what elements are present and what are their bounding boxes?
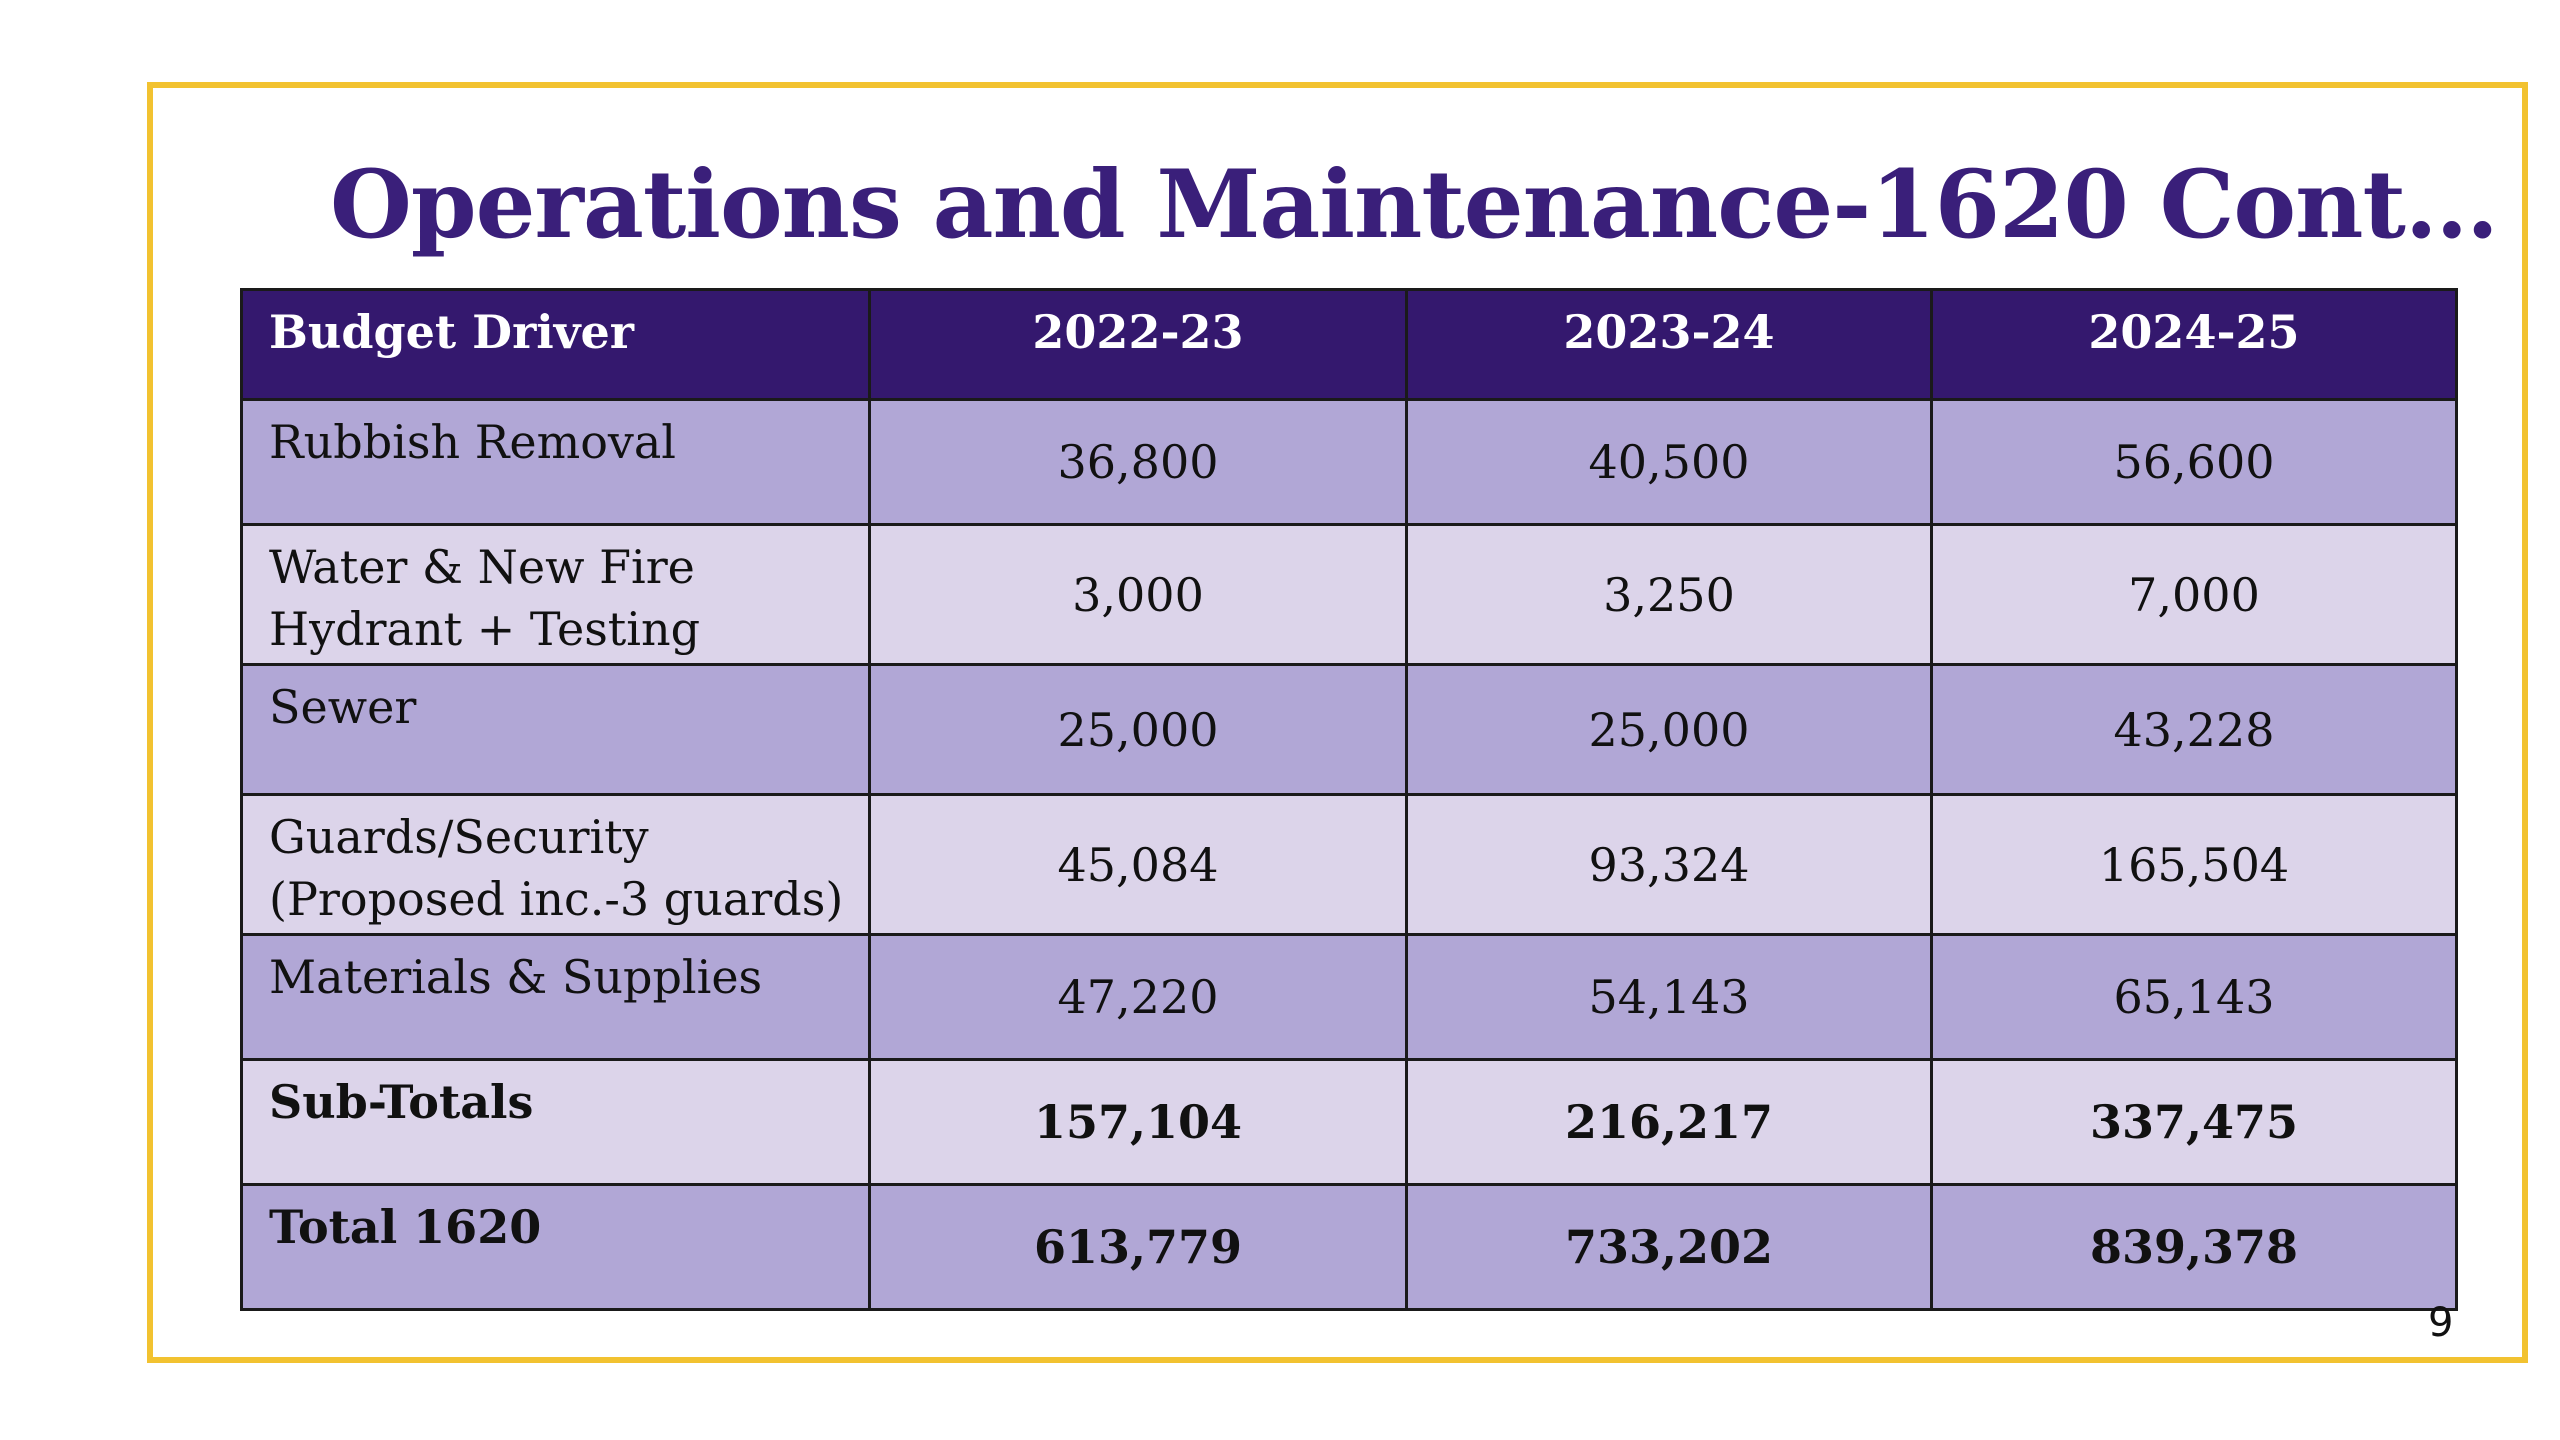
cell-2023-24: 93,324 bbox=[1405, 793, 1933, 936]
row-label: Sub-Totals bbox=[240, 1058, 871, 1186]
table-row: Water & New Fire Hydrant + Testing 3,000… bbox=[240, 523, 2458, 666]
row-label: Materials & Supplies bbox=[240, 933, 871, 1061]
cell-2023-24: 40,500 bbox=[1405, 398, 1933, 526]
table-row: Sewer 25,000 25,000 43,228 bbox=[240, 663, 2458, 796]
cell-2023-24: 54,143 bbox=[1405, 933, 1933, 1061]
cell-2022-23: 157,104 bbox=[868, 1058, 1408, 1186]
cell-2024-25: 65,143 bbox=[1930, 933, 2458, 1061]
page-number: 9 bbox=[2428, 1300, 2454, 1346]
cell-2023-24: 25,000 bbox=[1405, 663, 1933, 796]
table-row: Rubbish Removal 36,800 40,500 56,600 bbox=[240, 398, 2458, 526]
header-budget-driver: Budget Driver bbox=[240, 288, 871, 401]
slide-frame bbox=[147, 82, 2528, 1363]
cell-2024-25: 165,504 bbox=[1930, 793, 2458, 936]
table-row-total: Total 1620 613,779 733,202 839,378 bbox=[240, 1183, 2458, 1311]
cell-2022-23: 613,779 bbox=[868, 1183, 1408, 1311]
slide-title: Operations and Maintenance-1620 Cont… bbox=[330, 150, 2499, 260]
budget-table: Budget Driver 2022-23 2023-24 2024-25 Ru… bbox=[240, 288, 2458, 1311]
table-header-row: Budget Driver 2022-23 2023-24 2024-25 bbox=[240, 288, 2458, 401]
cell-2022-23: 45,084 bbox=[868, 793, 1408, 936]
header-year-2024-25: 2024-25 bbox=[1930, 288, 2458, 401]
header-year-2023-24: 2023-24 bbox=[1405, 288, 1933, 401]
table-row: Guards/Security (Proposed inc.-3 guards)… bbox=[240, 793, 2458, 936]
cell-2022-23: 47,220 bbox=[868, 933, 1408, 1061]
row-label: Water & New Fire Hydrant + Testing bbox=[240, 523, 871, 666]
cell-2022-23: 25,000 bbox=[868, 663, 1408, 796]
cell-2022-23: 3,000 bbox=[868, 523, 1408, 666]
table-row: Materials & Supplies 47,220 54,143 65,14… bbox=[240, 933, 2458, 1061]
cell-2024-25: 7,000 bbox=[1930, 523, 2458, 666]
row-label: Rubbish Removal bbox=[240, 398, 871, 526]
row-label: Sewer bbox=[240, 663, 871, 796]
cell-2024-25: 56,600 bbox=[1930, 398, 2458, 526]
row-label: Total 1620 bbox=[240, 1183, 871, 1311]
cell-2024-25: 43,228 bbox=[1930, 663, 2458, 796]
cell-2024-25: 337,475 bbox=[1930, 1058, 2458, 1186]
cell-2023-24: 733,202 bbox=[1405, 1183, 1933, 1311]
cell-2024-25: 839,378 bbox=[1930, 1183, 2458, 1311]
table-row-subtotals: Sub-Totals 157,104 216,217 337,475 bbox=[240, 1058, 2458, 1186]
cell-2023-24: 216,217 bbox=[1405, 1058, 1933, 1186]
cell-2022-23: 36,800 bbox=[868, 398, 1408, 526]
header-year-2022-23: 2022-23 bbox=[868, 288, 1408, 401]
cell-2023-24: 3,250 bbox=[1405, 523, 1933, 666]
row-label: Guards/Security (Proposed inc.-3 guards) bbox=[240, 793, 871, 936]
